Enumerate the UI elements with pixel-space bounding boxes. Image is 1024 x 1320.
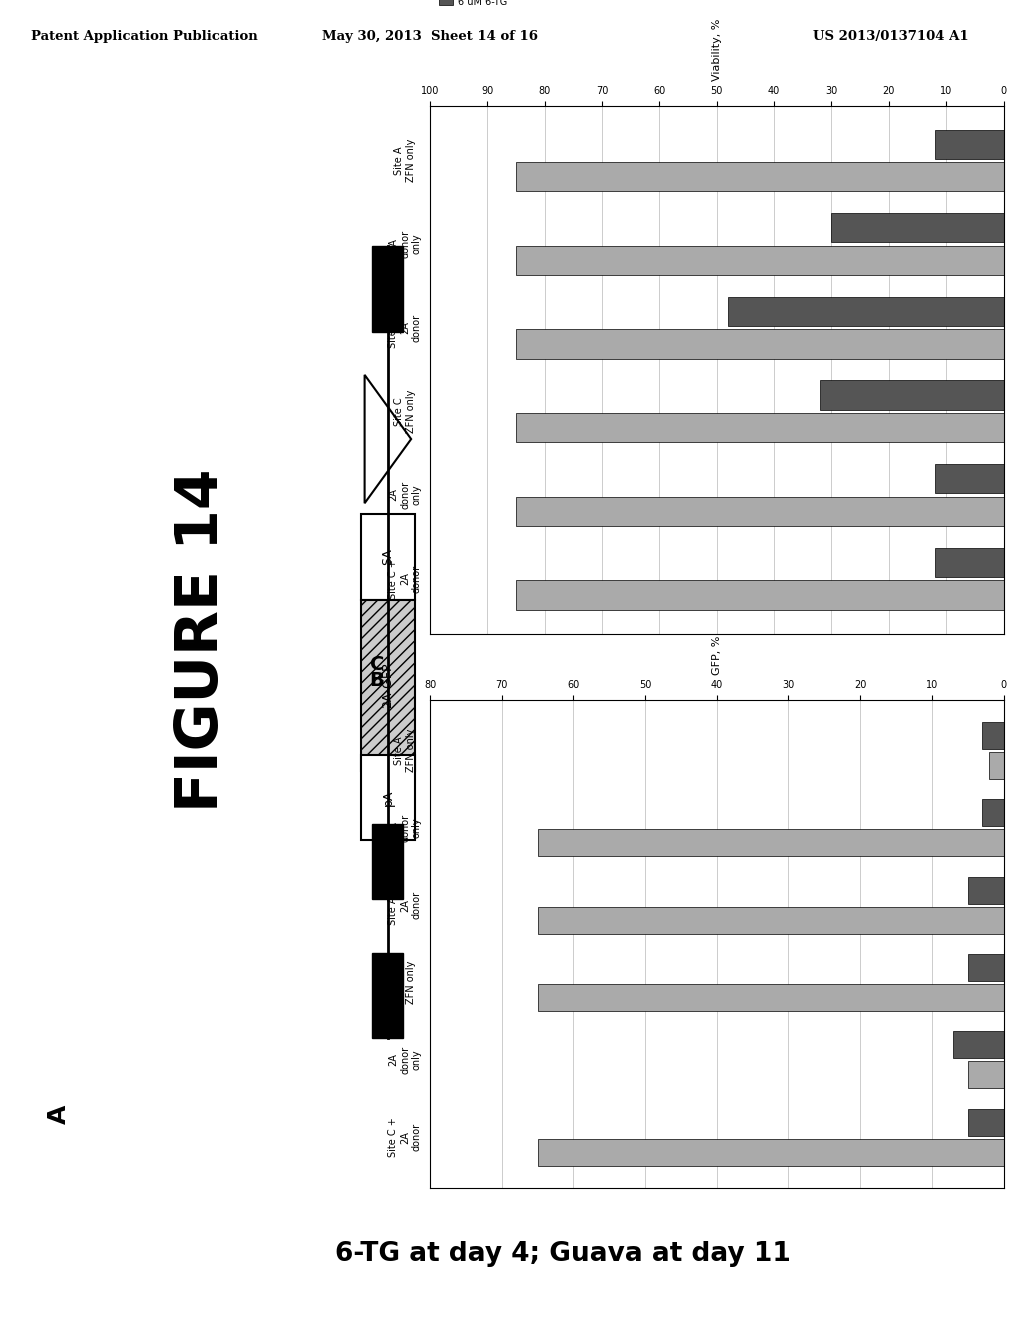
- Bar: [968, 1061, 1004, 1089]
- Bar: [935, 129, 1004, 158]
- Bar: [968, 876, 1004, 904]
- Bar: [728, 297, 1004, 326]
- Legend: No selection, 6 uM 6-TG: No selection, 6 uM 6-TG: [435, 0, 522, 11]
- Bar: [953, 1031, 1004, 1059]
- Bar: [538, 907, 1004, 933]
- Bar: [516, 162, 1004, 191]
- Bar: [982, 722, 1004, 748]
- Text: May 30, 2013  Sheet 14 of 16: May 30, 2013 Sheet 14 of 16: [323, 30, 538, 42]
- Bar: [360, 755, 415, 841]
- Bar: [968, 1109, 1004, 1135]
- Bar: [831, 214, 1004, 243]
- Text: Patent Application Publication: Patent Application Publication: [31, 30, 257, 42]
- Bar: [538, 983, 1004, 1011]
- Bar: [373, 824, 403, 899]
- Bar: [516, 496, 1004, 525]
- Bar: [538, 1139, 1004, 1166]
- Text: 6-TG at day 4; Guava at day 11: 6-TG at day 4; Guava at day 11: [335, 1241, 792, 1267]
- Text: A: A: [46, 1105, 71, 1123]
- Text: C: C: [370, 655, 384, 673]
- Bar: [935, 548, 1004, 577]
- Polygon shape: [365, 375, 412, 503]
- Bar: [516, 413, 1004, 442]
- Text: FIGURE 14: FIGURE 14: [173, 469, 230, 812]
- Text: SA: SA: [381, 548, 394, 565]
- Bar: [360, 599, 415, 771]
- Bar: [516, 581, 1004, 610]
- Bar: [360, 513, 415, 599]
- Text: B: B: [370, 671, 384, 690]
- Bar: [373, 953, 403, 1039]
- Bar: [989, 752, 1004, 779]
- Bar: [820, 380, 1004, 409]
- Bar: [516, 246, 1004, 275]
- Bar: [538, 829, 1004, 857]
- Bar: [968, 954, 1004, 981]
- Text: pA: pA: [381, 789, 394, 805]
- Bar: [982, 799, 1004, 826]
- Text: US 2013/0137104 A1: US 2013/0137104 A1: [813, 30, 969, 42]
- Bar: [935, 465, 1004, 494]
- X-axis label: Viability, %: Viability, %: [712, 18, 722, 81]
- Text: 2A-GFP: 2A-GFP: [381, 663, 394, 708]
- Bar: [373, 247, 403, 333]
- Bar: [516, 330, 1004, 359]
- Legend: No selection, 6 uM 6-TG: No selection, 6 uM 6-TG: [435, 582, 522, 615]
- X-axis label: GFP, %: GFP, %: [712, 635, 722, 675]
